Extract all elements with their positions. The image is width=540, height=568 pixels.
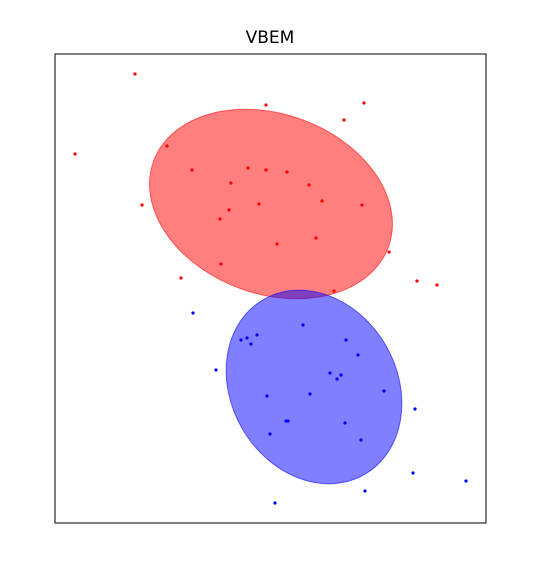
data-point-s0-11 <box>307 183 310 186</box>
data-point-s0-25 <box>332 289 335 292</box>
data-point-s0-9 <box>285 170 288 173</box>
data-point-s1-1 <box>301 323 304 326</box>
data-point-s1-17 <box>286 419 289 422</box>
data-point-s0-17 <box>218 217 221 220</box>
data-point-s0-20 <box>387 250 390 253</box>
data-point-s0-14 <box>257 202 260 205</box>
data-point-s1-7 <box>356 353 359 356</box>
data-point-s1-9 <box>328 371 331 374</box>
data-point-s0-7 <box>246 166 249 169</box>
data-point-s0-19 <box>314 236 317 239</box>
data-point-s1-13 <box>308 392 311 395</box>
data-point-s0-22 <box>179 276 182 279</box>
chart-title: VBEM <box>246 28 295 48</box>
data-point-s1-6 <box>344 338 347 341</box>
data-point-s1-23 <box>363 489 366 492</box>
data-point-s1-10 <box>339 373 342 376</box>
data-point-s1-2 <box>245 336 248 339</box>
data-point-s1-18 <box>343 421 346 424</box>
data-point-s0-18 <box>275 242 278 245</box>
data-point-s0-1 <box>264 103 267 106</box>
cluster-ellipse-1 <box>192 258 437 516</box>
data-point-s0-6 <box>190 168 193 171</box>
data-point-s0-3 <box>342 118 345 121</box>
data-point-s1-11 <box>335 377 338 380</box>
data-point-s0-2 <box>362 101 365 104</box>
data-point-s1-19 <box>268 432 271 435</box>
data-point-s1-21 <box>411 471 414 474</box>
data-point-s0-5 <box>165 144 168 147</box>
cluster-ellipses <box>123 77 437 516</box>
data-point-s0-10 <box>229 181 232 184</box>
data-point-s0-16 <box>360 203 363 206</box>
data-point-s1-8 <box>214 368 217 371</box>
data-point-s0-13 <box>227 208 230 211</box>
data-point-s1-24 <box>273 501 276 504</box>
data-point-s1-4 <box>239 338 242 341</box>
data-point-s0-8 <box>264 168 267 171</box>
data-point-s0-4 <box>73 152 76 155</box>
data-point-s0-12 <box>140 203 143 206</box>
data-point-s1-3 <box>255 333 258 336</box>
data-point-s1-0 <box>191 311 194 314</box>
data-point-s0-21 <box>219 262 222 265</box>
data-point-s0-0 <box>133 72 136 75</box>
data-point-s1-22 <box>464 479 467 482</box>
data-point-s1-12 <box>382 389 385 392</box>
data-point-s1-20 <box>359 438 362 441</box>
cluster-ellipse-0 <box>123 77 419 332</box>
data-point-s0-24 <box>435 283 438 286</box>
data-point-s1-5 <box>249 342 252 345</box>
data-point-s1-14 <box>265 394 268 397</box>
data-point-s0-15 <box>320 199 323 202</box>
data-point-s1-15 <box>413 407 416 410</box>
data-point-s0-23 <box>415 279 418 282</box>
